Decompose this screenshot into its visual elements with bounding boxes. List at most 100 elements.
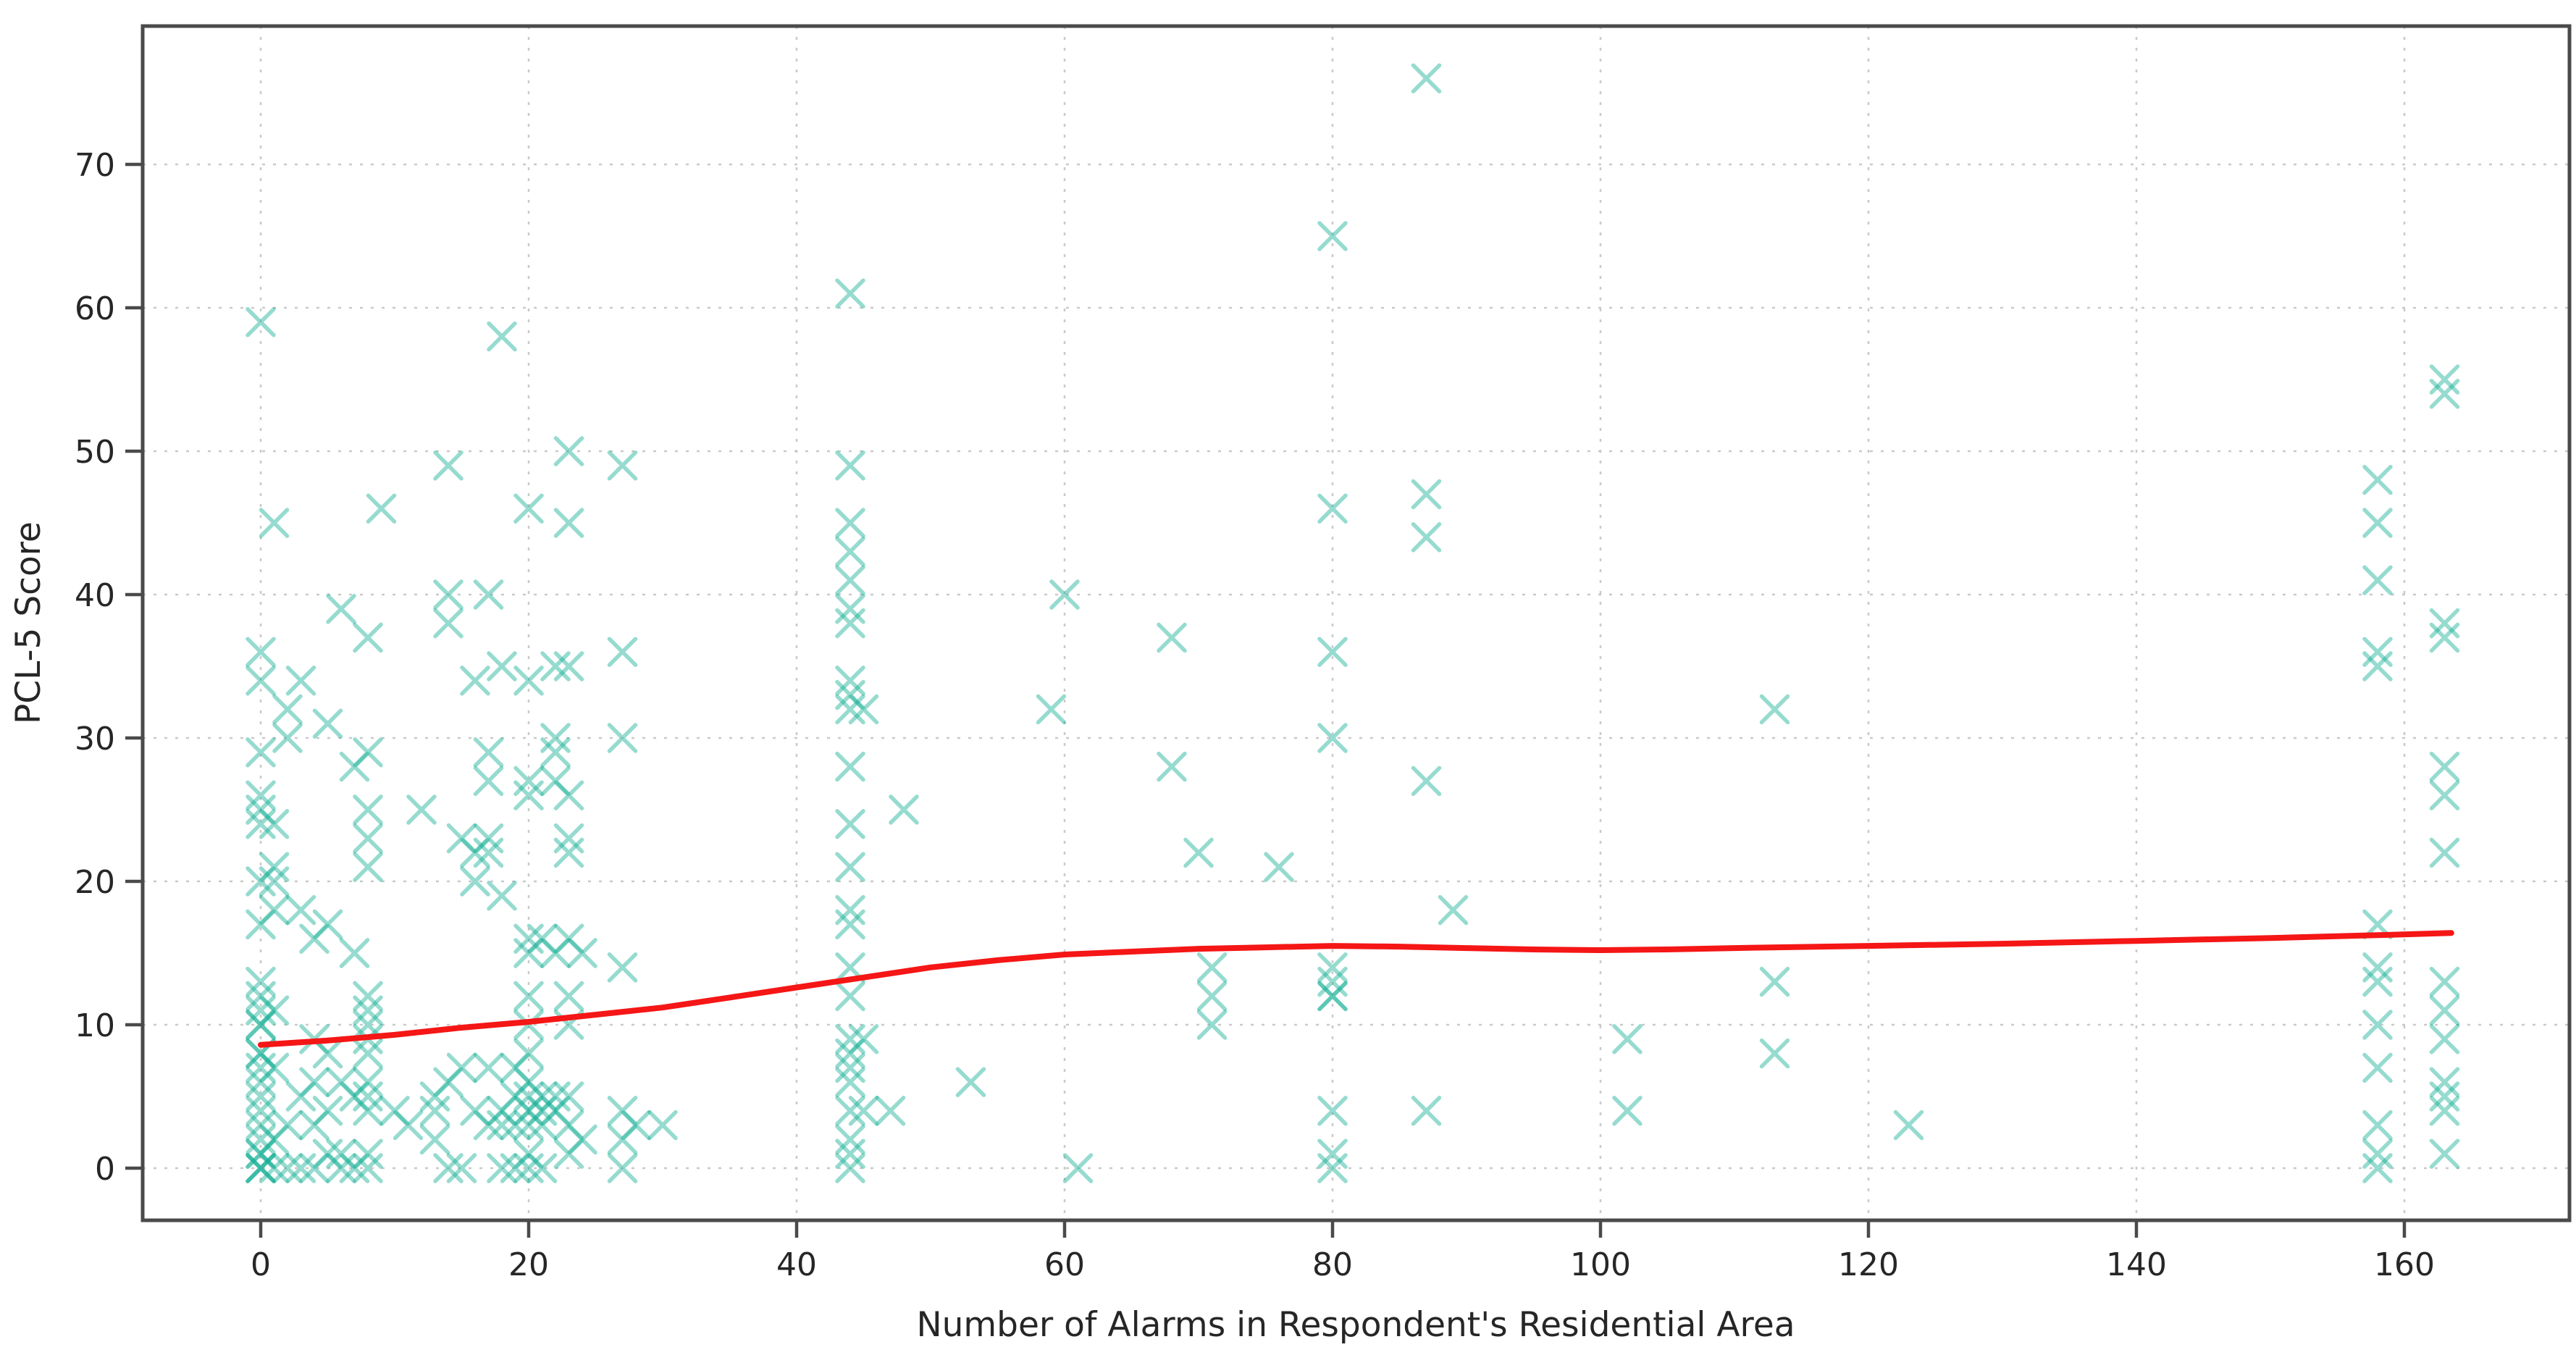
data-point-marker bbox=[473, 765, 504, 797]
data-point-marker bbox=[312, 909, 343, 940]
data-point-marker bbox=[285, 894, 316, 926]
x-axis-label: Number of Alarms in Respondent's Residen… bbox=[916, 1305, 1795, 1345]
data-point-marker bbox=[875, 1096, 906, 1126]
data-point-marker bbox=[835, 1138, 865, 1169]
data-point-marker bbox=[246, 1010, 276, 1040]
data-point-marker bbox=[835, 1024, 865, 1054]
data-point-marker bbox=[513, 1138, 544, 1169]
data-point-marker bbox=[553, 981, 584, 1012]
data-point-marker bbox=[553, 823, 584, 854]
data-point-marker bbox=[473, 579, 504, 610]
data-point-marker bbox=[419, 1081, 450, 1112]
data-point-marker bbox=[246, 995, 276, 1025]
data-point-marker bbox=[1317, 981, 1348, 1012]
data-point-marker bbox=[1411, 522, 1442, 553]
data-point-marker bbox=[473, 1109, 504, 1141]
data-point-marker bbox=[955, 1067, 986, 1097]
data-point-marker bbox=[433, 450, 463, 481]
data-point-marker bbox=[460, 837, 490, 868]
data-point-marker bbox=[2362, 952, 2393, 983]
data-point-marker bbox=[621, 1109, 651, 1141]
data-point-marker bbox=[553, 436, 584, 466]
data-point-marker bbox=[473, 1052, 504, 1083]
data-point-marker bbox=[259, 1124, 290, 1155]
data-point-marker bbox=[326, 1138, 356, 1169]
x-tick-label: 60 bbox=[1044, 1246, 1085, 1283]
data-point-marker bbox=[1893, 1109, 1924, 1141]
data-point-marker bbox=[540, 1081, 571, 1112]
data-point-marker bbox=[835, 679, 865, 710]
data-point-marker bbox=[1317, 1096, 1348, 1126]
data-point-marker bbox=[353, 981, 383, 1012]
data-point-marker bbox=[540, 938, 571, 968]
data-point-marker bbox=[835, 852, 865, 882]
data-point-marker bbox=[1036, 694, 1067, 725]
data-point-marker bbox=[312, 1096, 343, 1126]
data-point-marker bbox=[2362, 1138, 2393, 1169]
data-point-marker bbox=[2362, 508, 2393, 538]
data-point-marker bbox=[1196, 1010, 1228, 1040]
data-point-marker bbox=[1317, 637, 1348, 667]
data-point-marker bbox=[246, 1109, 276, 1141]
data-point-marker bbox=[1317, 723, 1348, 753]
x-tick-label: 120 bbox=[1838, 1246, 1899, 1283]
x-tick-labels: 0 20 40 60 80 100 120 140 160 bbox=[251, 1246, 2435, 1283]
plot-border bbox=[140, 24, 2572, 1222]
data-point-marker bbox=[513, 1067, 544, 1097]
data-point-marker bbox=[1264, 852, 1294, 882]
data-point-marker bbox=[540, 737, 571, 768]
data-point-marker bbox=[487, 651, 517, 681]
data-point-marker bbox=[2429, 751, 2460, 782]
data-point-marker bbox=[353, 1153, 383, 1183]
data-point-marker bbox=[259, 1153, 290, 1183]
data-point-marker bbox=[339, 1153, 370, 1183]
data-point-marker bbox=[2429, 379, 2460, 409]
data-point-marker bbox=[526, 1081, 558, 1112]
data-point-marker bbox=[246, 809, 276, 839]
data-point-marker bbox=[246, 1153, 276, 1183]
data-point-marker bbox=[259, 894, 290, 926]
data-point-marker bbox=[2429, 622, 2460, 653]
data-point-marker bbox=[540, 765, 571, 797]
data-point-marker bbox=[835, 278, 865, 309]
data-point-marker bbox=[353, 995, 383, 1025]
data-point-marker bbox=[1759, 694, 1790, 725]
data-point-marker bbox=[1317, 221, 1348, 251]
data-point-marker bbox=[1317, 1138, 1348, 1169]
data-point-marker bbox=[2429, 780, 2460, 810]
data-point-marker bbox=[259, 1052, 290, 1083]
data-point-marker bbox=[259, 852, 290, 882]
data-point-marker bbox=[487, 321, 517, 352]
data-point-marker bbox=[353, 852, 383, 882]
data-point-marker bbox=[285, 1081, 316, 1112]
data-point-marker bbox=[1759, 966, 1790, 997]
data-point-marker bbox=[567, 1124, 597, 1155]
x-tick-label: 20 bbox=[508, 1246, 549, 1283]
data-point-marker bbox=[312, 1138, 343, 1169]
data-point-marker bbox=[419, 1096, 450, 1126]
data-point-marker bbox=[835, 1067, 865, 1097]
data-point-marker bbox=[835, 894, 865, 926]
data-point-marker bbox=[553, 1081, 584, 1112]
data-point-marker bbox=[299, 923, 330, 954]
data-point-marker bbox=[299, 1109, 330, 1141]
data-point-marker bbox=[835, 1124, 865, 1155]
data-point-marker bbox=[1438, 894, 1469, 926]
data-point-marker bbox=[1317, 981, 1348, 1012]
x-tick-label: 160 bbox=[2374, 1246, 2435, 1283]
data-point-marker bbox=[1411, 479, 1442, 510]
data-point-marker bbox=[433, 608, 463, 639]
data-point-marker bbox=[473, 823, 504, 854]
data-point-marker bbox=[848, 1096, 879, 1126]
data-point-marker bbox=[246, 1010, 276, 1040]
data-point-marker bbox=[647, 1109, 678, 1141]
data-point-marker bbox=[246, 1138, 276, 1169]
data-point-marker bbox=[1062, 1153, 1094, 1183]
data-point-marker bbox=[460, 1096, 490, 1126]
data-point-marker bbox=[326, 1153, 356, 1183]
data-point-marker bbox=[246, 1081, 276, 1112]
data-point-marker bbox=[513, 780, 544, 810]
data-point-marker bbox=[339, 1081, 370, 1112]
trend-line bbox=[258, 930, 2454, 1048]
data-point-marker bbox=[607, 450, 638, 481]
